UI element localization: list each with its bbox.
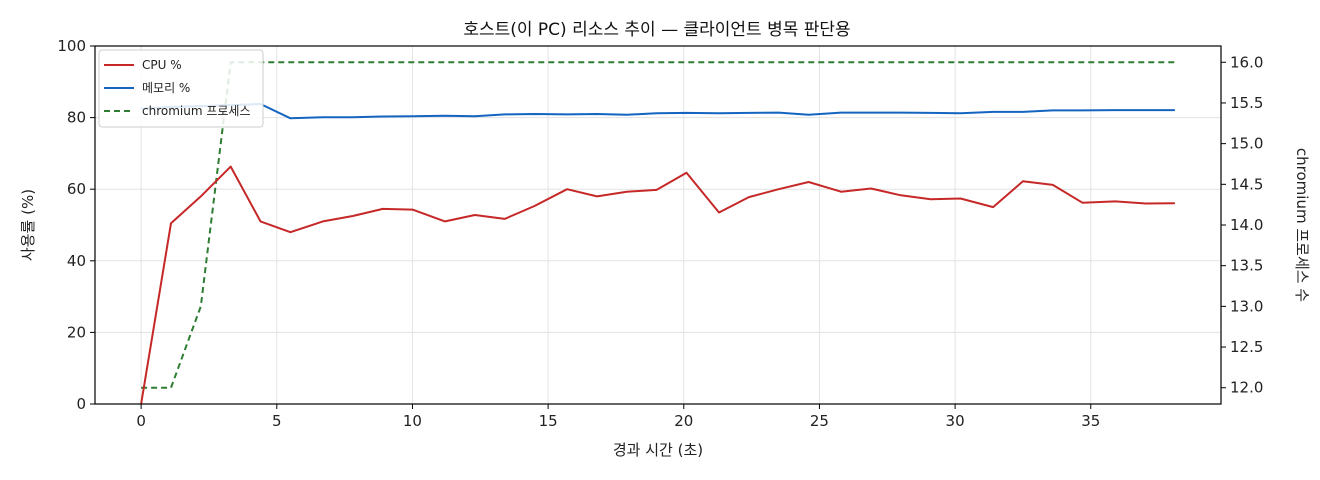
series-line-2 <box>141 61 1175 389</box>
chart-title: 호스트(이 PC) 리소스 추이 — 클라이언트 병목 판단용 <box>463 20 850 40</box>
x-tick-label: 35 <box>1081 412 1100 430</box>
x-axis-label: 경과 시간 (초) <box>613 441 703 459</box>
y-tick-label: 40 <box>67 252 86 270</box>
series-layer <box>140 61 1175 405</box>
y2-tick-label: 15.5 <box>1230 94 1263 112</box>
series-line-0 <box>140 165 1175 405</box>
y-axis-label: 사용률 (%) <box>19 189 37 261</box>
x-tick-label: 5 <box>272 412 282 430</box>
legend-label-1: 메모리 % <box>142 81 190 95</box>
y2-axis-ticks: 12.0 12.5 13.0 13.5 14.0 14.5 15.0 15.5 16.0 <box>1221 53 1263 397</box>
grid-lines <box>95 45 1221 405</box>
x-tick-label: 25 <box>810 412 829 430</box>
y2-tick-label: 12.5 <box>1230 338 1263 356</box>
y2-tick-label: 14.0 <box>1230 216 1263 234</box>
y2-tick-label: 12.0 <box>1230 379 1263 397</box>
y-axis-ticks: 0 20 40 60 80 100 <box>57 37 95 413</box>
y-tick-label: 20 <box>67 323 86 341</box>
y-tick-label: 80 <box>67 109 86 127</box>
y2-tick-label: 13.5 <box>1230 257 1263 275</box>
legend: CPU % 메모리 % chromium 프로세스 <box>98 49 264 128</box>
series-line-1 <box>141 103 1175 120</box>
legend-label-0: CPU % <box>142 58 182 72</box>
x-tick-label: 0 <box>136 412 146 430</box>
x-axis-ticks: 0 5 10 15 20 25 30 35 <box>136 404 1100 430</box>
y-tick-label: 100 <box>57 37 86 55</box>
x-tick-label: 30 <box>946 412 965 430</box>
y2-axis-label: chromium 프로세스 수 <box>1293 148 1311 302</box>
y-tick-label: 60 <box>67 180 86 198</box>
plot-frame <box>94 45 1222 405</box>
y-tick-label: 0 <box>76 395 86 413</box>
y2-tick-label: 16.0 <box>1230 53 1263 71</box>
x-tick-label: 10 <box>403 412 422 430</box>
y2-tick-label: 15.0 <box>1230 135 1263 153</box>
x-tick-label: 20 <box>674 412 693 430</box>
legend-label-2: chromium 프로세스 <box>142 104 251 118</box>
y2-tick-label: 13.0 <box>1230 297 1263 315</box>
y2-tick-label: 14.5 <box>1230 175 1263 193</box>
legend-box <box>98 49 264 128</box>
x-tick-label: 15 <box>539 412 558 430</box>
